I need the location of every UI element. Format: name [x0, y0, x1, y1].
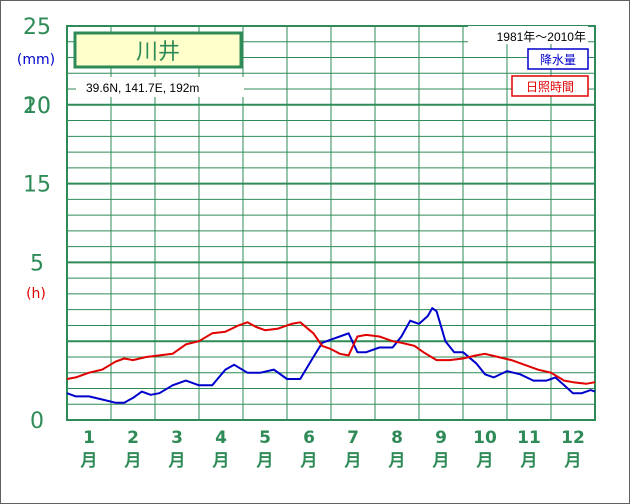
series-lines — [66, 307, 596, 404]
legend-precip: 降水量 — [540, 53, 576, 67]
month-char-label: 月 — [432, 451, 450, 471]
legend-precip-box — [527, 48, 589, 70]
month-number-label: 7 — [347, 428, 359, 448]
sun-unit-label: (h) — [26, 286, 46, 302]
sun-tick-label: 0 — [30, 409, 44, 434]
precip-tick-label: 20 — [23, 94, 51, 119]
month-number-label: 2 — [127, 428, 139, 448]
month-char-label: 月 — [124, 451, 142, 471]
sun-tick-label: 5 — [30, 251, 44, 276]
precip-unit-label: (mm) — [17, 52, 55, 68]
x-axis: 1 月 2 月 3 月 4 月 5 月 6 月 7 月 8 月 9 月 10 月 11 月 12 月 — [80, 428, 585, 471]
month-number-label: 8 — [391, 428, 403, 448]
sunshine-line — [66, 321, 596, 385]
month-char-label: 月 — [388, 451, 406, 471]
precip-tick-label: 15 — [23, 173, 51, 198]
month-char-label: 月 — [80, 451, 98, 471]
month-number-label: 4 — [215, 428, 227, 448]
month-char-label: 月 — [344, 451, 362, 471]
month-char-label: 月 — [564, 451, 582, 471]
month-char-label: 月 — [300, 451, 318, 471]
station-info: 39.6N, 141.7E, 192m — [86, 81, 199, 95]
precip-tick-label: 25 — [23, 15, 51, 40]
period-bg — [468, 26, 588, 44]
title-box — [73, 31, 243, 69]
month-number-label: 12 — [561, 428, 585, 448]
month-char-label: 月 — [212, 451, 230, 471]
month-char-label: 月 — [476, 451, 494, 471]
station-info-bg — [76, 77, 244, 97]
y-axis: 25 20 15 10 5 0 — [23, 15, 51, 434]
sun-tick-label: 10 — [23, 94, 51, 119]
month-char-label: 月 — [256, 451, 274, 471]
legend-sun: 日照時間 — [526, 80, 574, 94]
month-number-label: 6 — [303, 428, 315, 448]
month-number-label: 3 — [171, 428, 183, 448]
month-char-label: 月 — [520, 451, 538, 471]
month-number-label: 11 — [517, 428, 541, 448]
precipitation-line — [66, 307, 596, 404]
month-number-label: 9 — [435, 428, 447, 448]
period-label: 1981年〜2010年 — [497, 30, 586, 44]
chart-title: 川井 — [136, 40, 180, 65]
month-char-label: 月 — [168, 451, 186, 471]
month-number-label: 10 — [473, 428, 497, 448]
legend-sun-box — [511, 75, 589, 97]
month-number-label: 5 — [259, 428, 271, 448]
month-number-label: 1 — [83, 428, 95, 448]
plot-border — [66, 25, 596, 421]
